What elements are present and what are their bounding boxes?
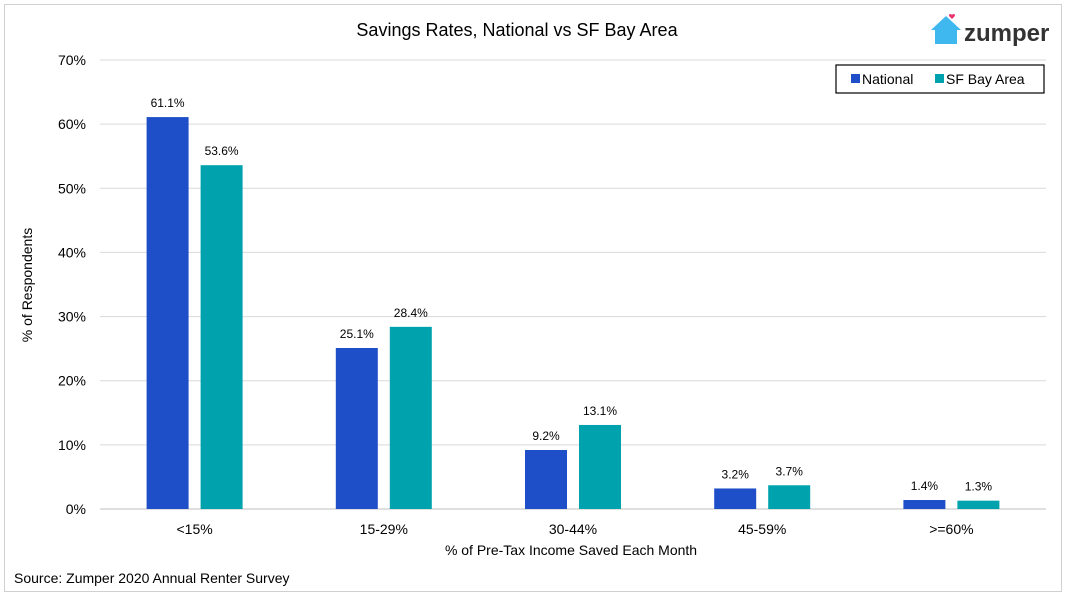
y-tick-label: 50% bbox=[58, 180, 86, 196]
bar-sf-bay-area bbox=[200, 165, 243, 510]
y-tick-label: 10% bbox=[58, 437, 86, 453]
bar-national bbox=[903, 500, 946, 509]
chart-title: Savings Rates, National vs SF Bay Area bbox=[356, 20, 678, 40]
y-tick-label: 20% bbox=[58, 373, 86, 389]
bar-sf-bay-area bbox=[579, 424, 621, 509]
data-label: 3.7% bbox=[776, 464, 804, 478]
y-tick-label: 0% bbox=[66, 501, 86, 517]
data-label: 13.1% bbox=[583, 404, 617, 418]
data-label: 25.1% bbox=[340, 327, 374, 341]
data-label: 61.1% bbox=[151, 96, 185, 110]
x-tick-label: >=60% bbox=[929, 521, 973, 537]
logo-text: zumper bbox=[964, 20, 1049, 47]
data-label: 1.4% bbox=[911, 479, 939, 493]
legend-swatch-national bbox=[851, 74, 860, 83]
chart-frame bbox=[4, 4, 1062, 592]
y-tick-label: 60% bbox=[58, 116, 86, 132]
bar-sf-bay-area bbox=[768, 485, 811, 509]
y-tick-label: 40% bbox=[58, 244, 86, 260]
x-axis-label: % of Pre-Tax Income Saved Each Month bbox=[445, 542, 697, 558]
house-icon bbox=[931, 16, 961, 44]
x-tick-label: 45-59% bbox=[738, 521, 786, 537]
legend: National SF Bay Area bbox=[835, 64, 1045, 94]
y-tick-label: 30% bbox=[58, 309, 86, 325]
zumper-logo: zumper bbox=[931, 14, 1049, 47]
data-label: 53.6% bbox=[205, 144, 239, 158]
bar-sf-bay-area bbox=[389, 326, 432, 509]
bar-national bbox=[146, 117, 189, 509]
bar-national bbox=[714, 488, 757, 509]
bar-sf-bay-area bbox=[957, 500, 1000, 509]
y-tick-label: 70% bbox=[58, 52, 86, 68]
legend-label-national: National bbox=[862, 71, 913, 87]
source-note: Source: Zumper 2020 Annual Renter Survey bbox=[14, 570, 290, 586]
x-tick-label: <15% bbox=[176, 521, 212, 537]
data-label: 3.2% bbox=[722, 467, 750, 481]
heart-icon bbox=[949, 14, 955, 19]
data-label: 1.3% bbox=[965, 480, 993, 494]
legend-label-sf-bay-area: SF Bay Area bbox=[946, 71, 1025, 87]
data-label: 9.2% bbox=[532, 429, 560, 443]
bar-national bbox=[335, 348, 378, 509]
legend-swatch-sf-bay-area bbox=[935, 74, 944, 83]
x-tick-label: 30-44% bbox=[549, 521, 597, 537]
y-axis-label: % of Respondents bbox=[19, 228, 35, 342]
bar-national bbox=[525, 449, 567, 509]
x-tick-label: 15-29% bbox=[360, 521, 408, 537]
data-label: 28.4% bbox=[394, 306, 428, 320]
